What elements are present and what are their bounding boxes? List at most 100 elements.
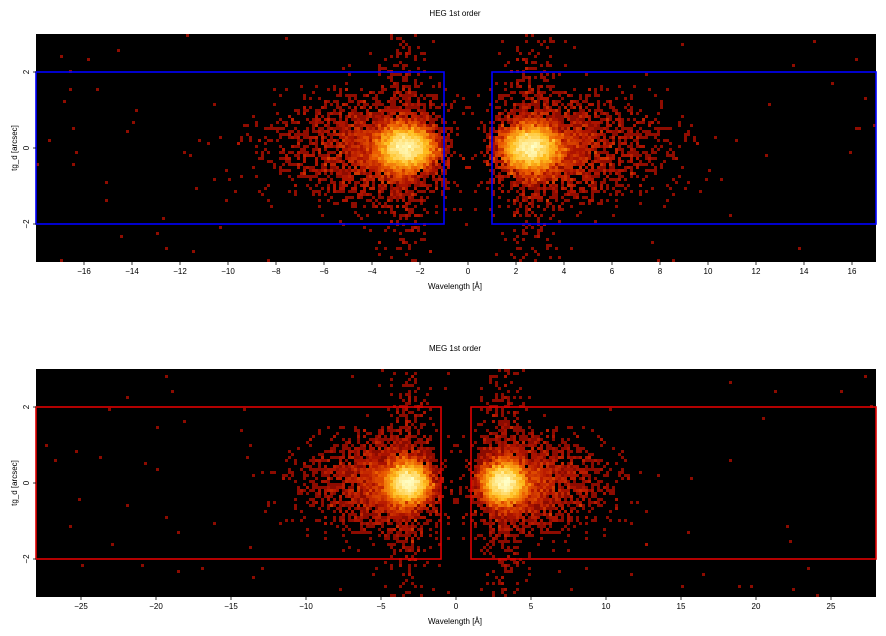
count-cell — [327, 169, 330, 172]
count-cell — [435, 480, 438, 483]
count-cell — [420, 130, 423, 133]
count-cell — [384, 483, 387, 486]
count-cell — [531, 172, 534, 175]
count-cell — [576, 468, 579, 471]
count-cell — [645, 151, 648, 154]
count-cell — [597, 160, 600, 163]
count-cell — [546, 172, 549, 175]
count-cell — [282, 169, 285, 172]
count-cell — [417, 190, 420, 193]
count-cell — [441, 166, 444, 169]
count-cell — [591, 184, 594, 187]
count-cell — [420, 444, 423, 447]
count-cell — [504, 474, 507, 477]
count-cell — [612, 139, 615, 142]
count-cell — [426, 145, 429, 148]
count-cell — [669, 142, 672, 145]
count-cell — [594, 115, 597, 118]
count-cell — [552, 121, 555, 124]
count-cell — [561, 163, 564, 166]
count-cell — [354, 462, 357, 465]
count-cell — [594, 91, 597, 94]
count-cell — [594, 220, 597, 223]
count-cell — [60, 259, 63, 262]
count-cell — [495, 82, 498, 85]
count-cell — [396, 184, 399, 187]
count-cell — [429, 163, 432, 166]
count-cell — [546, 130, 549, 133]
count-cell — [381, 85, 384, 88]
count-cell — [552, 103, 555, 106]
count-cell — [399, 133, 402, 136]
count-cell — [585, 178, 588, 181]
count-cell — [423, 411, 426, 414]
count-cell — [441, 468, 444, 471]
count-cell — [561, 97, 564, 100]
count-cell — [486, 109, 489, 112]
count-cell — [498, 420, 501, 423]
count-cell — [498, 166, 501, 169]
count-cell — [417, 181, 420, 184]
count-cell — [477, 477, 480, 480]
count-cell — [597, 459, 600, 462]
count-cell — [594, 121, 597, 124]
count-cell — [396, 435, 399, 438]
count-cell — [372, 202, 375, 205]
count-cell — [633, 133, 636, 136]
count-cell — [306, 151, 309, 154]
count-cell — [357, 148, 360, 151]
count-cell — [594, 492, 597, 495]
count-cell — [519, 474, 522, 477]
count-cell — [399, 247, 402, 250]
count-cell — [408, 49, 411, 52]
count-cell — [531, 127, 534, 130]
count-cell — [267, 151, 270, 154]
x-tick-label: −2 — [415, 267, 425, 276]
count-cell — [435, 205, 438, 208]
count-cell — [408, 483, 411, 486]
count-cell — [396, 142, 399, 145]
count-cell — [327, 130, 330, 133]
count-cell — [384, 118, 387, 121]
count-cell — [642, 145, 645, 148]
count-cell — [510, 82, 513, 85]
count-cell — [348, 456, 351, 459]
count-cell — [405, 97, 408, 100]
count-cell — [495, 393, 498, 396]
count-cell — [582, 462, 585, 465]
count-cell — [423, 154, 426, 157]
count-cell — [501, 486, 504, 489]
count-cell — [510, 148, 513, 151]
count-cell — [378, 67, 381, 70]
count-cell — [519, 79, 522, 82]
count-cell — [555, 136, 558, 139]
count-cell — [387, 112, 390, 115]
count-cell — [345, 459, 348, 462]
count-cell — [324, 118, 327, 121]
count-cell — [579, 94, 582, 97]
count-cell — [606, 118, 609, 121]
count-cell — [561, 456, 564, 459]
count-cell — [579, 492, 582, 495]
count-cell — [405, 193, 408, 196]
count-cell — [414, 55, 417, 58]
count-cell — [402, 205, 405, 208]
count-cell — [609, 106, 612, 109]
count-cell — [549, 154, 552, 157]
count-cell — [411, 211, 414, 214]
count-cell — [306, 130, 309, 133]
count-cell — [429, 492, 432, 495]
count-cell — [378, 432, 381, 435]
count-cell — [432, 40, 435, 43]
count-cell — [579, 489, 582, 492]
count-cell — [327, 483, 330, 486]
count-cell — [585, 151, 588, 154]
count-cell — [375, 172, 378, 175]
count-cell — [534, 136, 537, 139]
count-cell — [342, 492, 345, 495]
count-cell — [573, 118, 576, 121]
count-cell — [561, 103, 564, 106]
count-cell — [402, 241, 405, 244]
count-cell — [567, 118, 570, 121]
count-cell — [399, 124, 402, 127]
